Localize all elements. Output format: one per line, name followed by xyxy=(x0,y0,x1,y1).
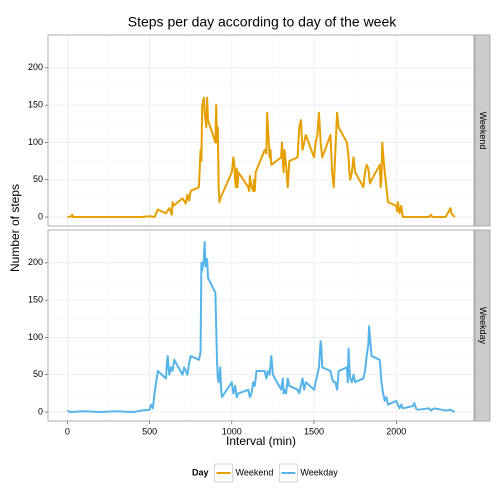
y-tick-label: 100 xyxy=(28,332,43,342)
y-tick-label: 50 xyxy=(33,174,43,184)
x-tick-label: 2000 xyxy=(386,426,406,436)
y-tick-label: 100 xyxy=(28,137,43,147)
y-tick-label: 0 xyxy=(38,406,43,416)
facet-label: Weekday xyxy=(478,307,488,345)
legend-title: Day xyxy=(192,467,209,477)
x-tick-label: 0 xyxy=(65,426,70,436)
legend-label: Weekend xyxy=(236,467,274,477)
chart-title: Steps per day according to day of the we… xyxy=(128,14,397,30)
panel-border xyxy=(47,34,475,227)
y-axis-label: Number of steps xyxy=(8,184,22,272)
x-axis-label: Interval (min) xyxy=(226,434,296,448)
y-tick-label: 50 xyxy=(33,369,43,379)
panel-background xyxy=(48,230,474,421)
facet-strip xyxy=(474,229,491,422)
y-tick-label: 150 xyxy=(28,100,43,110)
facet-strip xyxy=(474,34,491,227)
panel-border xyxy=(47,229,475,422)
data-line xyxy=(67,96,456,219)
panel-background xyxy=(48,35,474,226)
facet-label: Weekend xyxy=(478,112,488,150)
x-tick-label: 1000 xyxy=(222,426,242,436)
y-tick-label: 200 xyxy=(28,257,43,267)
y-tick-label: 200 xyxy=(28,62,43,72)
legend-label: Weekday xyxy=(300,467,338,477)
y-tick-label: 0 xyxy=(38,211,43,221)
y-tick-label: 150 xyxy=(28,295,43,305)
data-line xyxy=(66,240,456,414)
x-tick-label: 500 xyxy=(142,426,157,436)
x-tick-label: 1500 xyxy=(304,426,324,436)
